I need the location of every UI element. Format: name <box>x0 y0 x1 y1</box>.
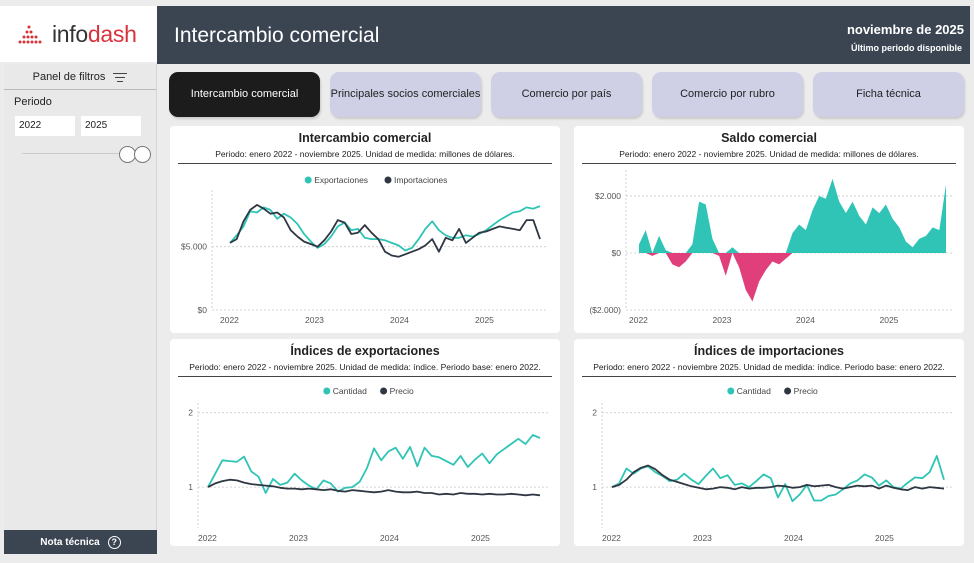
infodash-logo-icon <box>18 25 42 44</box>
y-tick-label: 2 <box>592 408 597 418</box>
x-tick-label: 2022 <box>220 315 239 325</box>
divider <box>178 376 552 377</box>
legend-label: Precio <box>794 386 818 396</box>
legend-marker <box>323 387 331 395</box>
question-circle-icon[interactable]: ? <box>107 535 121 549</box>
card-intercambio-comercial: Intercambio comercial Periodo: enero 202… <box>170 126 560 333</box>
card-indices-exportaciones: Índices de exportaciones Periodo: enero … <box>170 339 560 546</box>
x-tick-label: 2023 <box>713 315 732 325</box>
chart-subtitle: Periodo: enero 2022 - noviembre 2025. Un… <box>189 362 541 372</box>
brand-logo[interactable]: infodash <box>0 6 157 62</box>
chart-title: Índices de importaciones <box>693 344 845 358</box>
x-tick-label: 2025 <box>880 315 899 325</box>
page-header: Intercambio comercial noviembre de 2025 … <box>157 6 970 64</box>
y-tick-label: $0 <box>198 305 208 315</box>
filter-panel-title: Panel de filtros <box>32 70 106 83</box>
year-range-slider[interactable] <box>22 146 152 163</box>
x-tick-label: 2025 <box>475 315 494 325</box>
x-tick-label: 2024 <box>796 315 815 325</box>
legend-label: Importaciones <box>394 175 447 185</box>
chart-subtitle: Periodo: enero 2022 - noviembre 2025. Un… <box>593 362 945 372</box>
x-tick-label: 2024 <box>784 533 803 543</box>
x-tick-label: 2022 <box>629 315 648 325</box>
legend-marker <box>384 176 392 184</box>
card-saldo-comercial: Saldo comercial Periodo: enero 2022 - no… <box>574 126 964 333</box>
filter-panel-header[interactable]: Panel de filtros <box>4 64 156 90</box>
legend-marker <box>304 176 312 184</box>
chart-title: Índices de exportaciones <box>290 344 440 358</box>
saldo-area-chart[interactable]: ($2.000) $0 $2.000 2022 2023 2024 2025 <box>574 168 964 333</box>
tab-ficha-tecnica[interactable]: Ficha técnica <box>813 72 964 117</box>
filter-lines-icon[interactable] <box>113 72 128 82</box>
x-tick-label: 2024 <box>380 533 399 543</box>
nota-tecnica-button[interactable]: Nota técnica ? <box>4 530 157 554</box>
y-tick-label: $5.000 <box>181 242 207 252</box>
legend-label: Precio <box>390 386 414 396</box>
filter-panel: Panel de filtros Periodo 2022 2025 Nota … <box>4 64 157 554</box>
tab-intercambio-comercial[interactable]: Intercambio comercial <box>169 72 320 117</box>
divider <box>582 163 956 164</box>
series-line-secondary <box>229 204 541 258</box>
saldo-positive-area <box>639 178 946 253</box>
chart-subtitle: Periodo: enero 2022 - noviembre 2025. Un… <box>215 149 515 159</box>
slider-track <box>22 153 134 154</box>
year-range-inputs: 2022 2025 <box>15 116 156 136</box>
logo-text: infodash <box>52 20 137 47</box>
y-tick-label: ($2.000) <box>589 305 621 315</box>
nota-tecnica-label: Nota técnica <box>40 536 100 548</box>
periodo-label: Periodo <box>14 96 52 108</box>
tab-comercio-por-pais[interactable]: Comercio por país <box>491 72 642 117</box>
divider <box>178 163 552 164</box>
y-tick-label: $2.000 <box>595 191 621 201</box>
x-tick-label: 2025 <box>875 533 894 543</box>
y-tick-label: 2 <box>188 408 193 418</box>
x-tick-label: 2025 <box>471 533 490 543</box>
legend-label: Exportaciones <box>314 175 368 185</box>
indices-exportaciones-chart[interactable]: 1 2 2022 2023 2024 2025 Cantidad Precio <box>170 381 560 546</box>
intercambio-line-chart[interactable]: $0 $5.000 2022 2023 2024 2025 Exportaciones Imp… <box>170 168 560 333</box>
page-title: Intercambio comercial <box>174 24 380 47</box>
tab-comercio-por-rubro[interactable]: Comercio por rubro <box>652 72 803 117</box>
x-tick-label: 2023 <box>289 533 308 543</box>
series-line-secondary <box>611 464 945 491</box>
divider <box>582 376 956 377</box>
legend-marker <box>380 387 388 395</box>
series-line-secondary <box>207 478 541 497</box>
x-tick-label: 2022 <box>198 533 217 543</box>
legend-label: Cantidad <box>737 386 771 396</box>
chart-title: Saldo comercial <box>721 131 817 145</box>
series-line-primary <box>611 455 945 503</box>
x-tick-label: 2023 <box>305 315 324 325</box>
y-tick-label: 1 <box>592 482 597 492</box>
current-period: noviembre de 2025 <box>846 22 964 37</box>
x-tick-label: 2022 <box>602 533 621 543</box>
slider-handle-end[interactable] <box>134 146 151 163</box>
indices-importaciones-chart[interactable]: 1 2 2022 2023 2024 2025 Cantidad Precio <box>574 381 964 546</box>
legend-marker <box>727 387 735 395</box>
legend-marker <box>784 387 792 395</box>
tab-principales-socios[interactable]: Principales socios comerciales <box>330 72 481 117</box>
chart-subtitle: Periodo: enero 2022 - noviembre 2025. Un… <box>619 149 919 159</box>
y-tick-label: $0 <box>612 248 622 258</box>
period-note: Último periodo disponible <box>851 43 962 53</box>
series-line-primary <box>207 434 541 494</box>
y-tick-label: 1 <box>188 482 193 492</box>
x-tick-label: 2023 <box>693 533 712 543</box>
year-to-input[interactable]: 2025 <box>81 116 141 136</box>
legend-label: Cantidad <box>333 386 367 396</box>
year-from-input[interactable]: 2022 <box>15 116 75 136</box>
x-tick-label: 2024 <box>390 315 409 325</box>
saldo-negative-area <box>639 252 946 302</box>
chart-title: Intercambio comercial <box>298 131 432 145</box>
card-indices-importaciones: Índices de importaciones Periodo: enero … <box>574 339 964 546</box>
